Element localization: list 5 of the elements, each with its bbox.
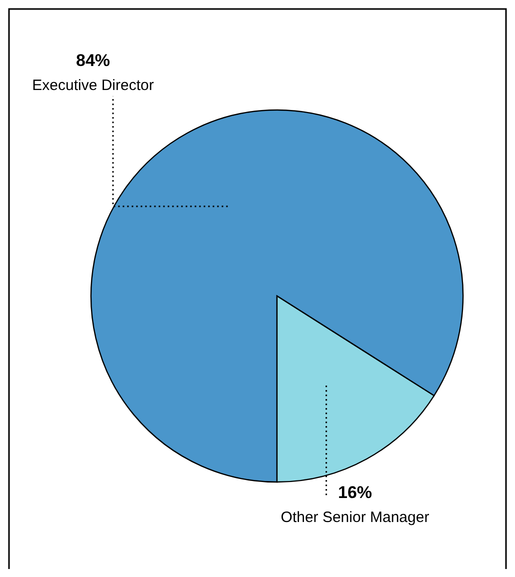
- slice-label: Other Senior Manager: [280, 509, 430, 526]
- pie-slice: [90, 110, 464, 483]
- slice-label: Executive Director: [32, 77, 154, 94]
- data-label: 16%: [338, 483, 372, 502]
- data-label: 84%: [76, 51, 110, 70]
